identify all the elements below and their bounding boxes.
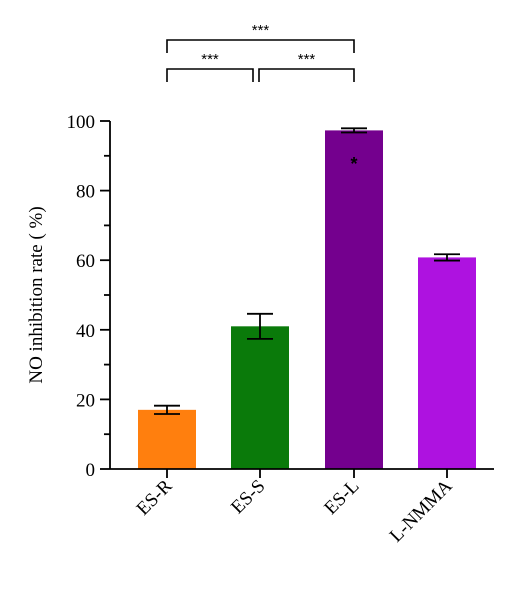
y-tick-label: 80 xyxy=(76,182,95,203)
x-tick-label-es-r: ES-R xyxy=(133,475,177,519)
y-tick-label: 20 xyxy=(76,390,95,411)
y-axis-label: NO inhibition rate ( %) xyxy=(26,206,47,383)
significance-bracket xyxy=(258,68,355,82)
y-tick-label: 0 xyxy=(86,460,96,481)
bar-es-r xyxy=(138,409,196,469)
x-tick-label-es-l: ES-L xyxy=(320,476,363,519)
bar-l-nmma xyxy=(418,257,476,469)
y-tick-label: 60 xyxy=(76,251,95,272)
y-tick-label: 40 xyxy=(76,321,95,342)
significance-bracket xyxy=(166,39,355,53)
bar-es-l xyxy=(325,130,383,469)
x-axis: ES-R ES-S ES-L L-NMMA xyxy=(110,468,494,547)
significance-label: *** xyxy=(201,51,219,68)
bar-annotation: * xyxy=(350,154,357,174)
y-tick-label: 100 xyxy=(67,112,96,133)
significance-brackets: *** *** *** xyxy=(166,22,355,82)
significance-label: *** xyxy=(298,51,316,68)
x-tick-label-es-s: ES-S xyxy=(227,476,269,518)
bar-annotations-layer: * xyxy=(350,154,357,174)
significance-bracket xyxy=(166,68,254,82)
bar-es-s xyxy=(231,326,289,469)
significance-label: *** xyxy=(252,22,270,39)
y-axis: 0 20 40 60 80 100 xyxy=(67,112,111,481)
error-bars-layer xyxy=(154,127,460,415)
bars-layer xyxy=(138,130,476,469)
x-tick-label-l-nmma: L-NMMA xyxy=(386,475,457,546)
